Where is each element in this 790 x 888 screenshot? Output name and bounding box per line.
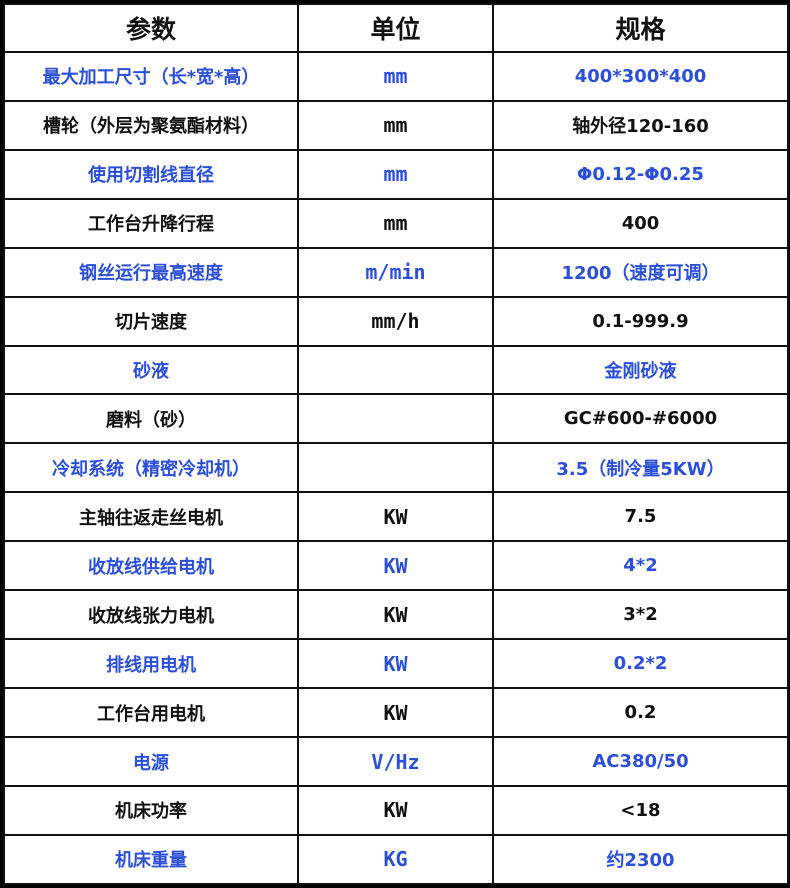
- table-row: 最大加工尺寸（长*宽*高） mm 400*300*400: [3, 50, 789, 102]
- unit-cell: KW: [297, 687, 494, 739]
- table-row: 工作台升降行程 mm 400: [3, 197, 789, 249]
- param-cell: 机床重量: [3, 833, 299, 886]
- unit-cell: [297, 442, 494, 494]
- unit-cell: [297, 393, 494, 445]
- unit-cell: mm: [297, 148, 494, 200]
- table-row: 收放线供给电机 KW 4*2: [3, 540, 789, 592]
- table-row: 收放线张力电机 KW 3*2: [3, 589, 789, 641]
- spec-cell: 7.5: [492, 491, 789, 543]
- spec-cell: GC#600-#6000: [492, 393, 789, 445]
- param-cell: 磨料（砂）: [3, 393, 299, 445]
- param-cell: 收放线供给电机: [3, 540, 299, 592]
- param-cell: 工作台用电机: [3, 687, 299, 739]
- spec-cell: 400: [492, 197, 789, 249]
- param-cell: 主轴往返走丝电机: [3, 491, 299, 543]
- spec-table: 参数 单位 规格 最大加工尺寸（长*宽*高） mm 400*300*400 槽轮（外层…: [3, 3, 789, 886]
- spec-cell: 4*2: [492, 540, 789, 592]
- spec-cell: <18: [492, 784, 789, 836]
- table-row: 机床功率 KW <18: [3, 784, 789, 836]
- param-cell: 收放线张力电机: [3, 589, 299, 641]
- spec-cell: 3*2: [492, 589, 789, 641]
- unit-cell: KW: [297, 784, 494, 836]
- spec-cell: 金刚砂液: [492, 344, 789, 396]
- table-header-row: 参数 单位 规格: [3, 3, 789, 53]
- spec-cell: 轴外径120-160: [492, 99, 789, 151]
- spec-cell: 400*300*400: [492, 50, 789, 102]
- spec-cell: 1200（速度可调）: [492, 246, 789, 298]
- unit-cell: mm: [297, 50, 494, 102]
- table-row: 电源 V/Hz AC380/50: [3, 736, 789, 787]
- header-param: 参数: [3, 3, 299, 53]
- param-cell: 机床功率: [3, 784, 299, 836]
- table-row: 使用切割线直径 mm Φ0.12-Φ0.25: [3, 148, 789, 200]
- header-unit: 单位: [297, 3, 494, 53]
- param-cell: 最大加工尺寸（长*宽*高）: [3, 50, 299, 102]
- table-row: 磨料（砂） GC#600-#6000: [3, 393, 789, 445]
- table-row: 主轴往返走丝电机 KW 7.5: [3, 491, 789, 543]
- param-cell: 使用切割线直径: [3, 148, 299, 200]
- table-row: 切片速度 mm/h 0.1-999.9: [3, 295, 789, 347]
- spec-cell: 约2300: [492, 833, 789, 886]
- unit-cell: mm: [297, 197, 494, 249]
- table-row: 钢丝运行最高速度 m/min 1200（速度可调）: [3, 246, 789, 298]
- unit-cell: V/Hz: [297, 736, 494, 787]
- param-cell: 电源: [3, 736, 299, 787]
- table-row: 机床重量 KG 约2300: [3, 833, 789, 886]
- header-spec: 规格: [492, 3, 789, 53]
- unit-cell: m/min: [297, 246, 494, 298]
- unit-cell: KW: [297, 589, 494, 641]
- spec-cell: 0.2*2: [492, 638, 789, 690]
- unit-cell: KW: [297, 638, 494, 690]
- spec-cell: 3.5（制冷量5KW）: [492, 442, 789, 494]
- param-cell: 切片速度: [3, 295, 299, 347]
- spec-cell: AC380/50: [492, 736, 789, 787]
- table-row: 槽轮（外层为聚氨酯材料） mm 轴外径120-160: [3, 99, 789, 151]
- unit-cell: KW: [297, 540, 494, 592]
- param-cell: 钢丝运行最高速度: [3, 246, 299, 298]
- spec-cell: 0.1-999.9: [492, 295, 789, 347]
- table-row: 排线用电机 KW 0.2*2: [3, 638, 789, 690]
- param-cell: 砂液: [3, 344, 299, 396]
- param-cell: 冷却系统（精密冷却机）: [3, 442, 299, 494]
- unit-cell: mm: [297, 99, 494, 151]
- table-row: 冷却系统（精密冷却机） 3.5（制冷量5KW）: [3, 442, 789, 494]
- param-cell: 排线用电机: [3, 638, 299, 690]
- unit-cell: KG: [297, 833, 494, 886]
- unit-cell: KW: [297, 491, 494, 543]
- unit-cell: mm/h: [297, 295, 494, 347]
- param-cell: 工作台升降行程: [3, 197, 299, 249]
- param-cell: 槽轮（外层为聚氨酯材料）: [3, 99, 299, 151]
- spec-cell: 0.2: [492, 687, 789, 739]
- table-row: 砂液 金刚砂液: [3, 344, 789, 396]
- table-row: 工作台用电机 KW 0.2: [3, 687, 789, 739]
- unit-cell: [297, 344, 494, 396]
- spec-cell: Φ0.12-Φ0.25: [492, 148, 789, 200]
